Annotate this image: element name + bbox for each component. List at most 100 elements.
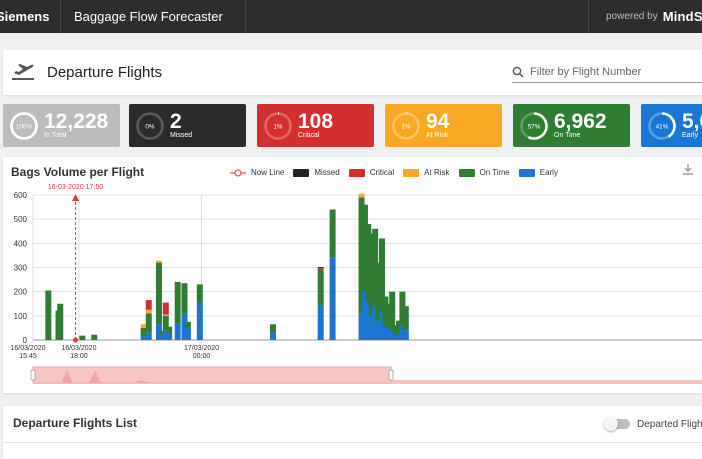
kpi-tile-in-total[interactable]: 100% 12,228 In Total: [3, 104, 120, 147]
kpi-tile-on-time[interactable]: 57% 6,962 On Time: [513, 104, 630, 147]
bar-segment-on-time[interactable]: [166, 326, 173, 334]
now-line-marker: [73, 337, 79, 343]
bar-segment-on-time[interactable]: [378, 238, 385, 312]
kpi-tile-missed[interactable]: 0% 2 Missed: [129, 104, 246, 147]
bar-segment-on-time[interactable]: [365, 224, 372, 302]
bar-segment-on-time[interactable]: [382, 296, 389, 326]
departed-flights-toggle[interactable]: [604, 417, 630, 431]
bar-segment-early[interactable]: [196, 302, 203, 340]
bar-segment-early[interactable]: [174, 323, 181, 340]
bar-segment-early[interactable]: [159, 335, 166, 340]
kpi-tile-early[interactable]: 41% 5,0Early: [641, 104, 702, 147]
legend-item-missed[interactable]: Missed: [293, 168, 340, 177]
bar-segment-on-time[interactable]: [402, 306, 409, 331]
bar-segment-on-time[interactable]: [361, 204, 368, 292]
bar-segment-on-time[interactable]: [196, 284, 203, 303]
bar-segment-on-time[interactable]: [181, 283, 188, 314]
bar-segment-early[interactable]: [382, 325, 389, 341]
bar-segment-early[interactable]: [385, 327, 392, 340]
kpi-label: Early: [682, 131, 698, 139]
bar-segment-early[interactable]: [372, 306, 379, 340]
bar-segment-early[interactable]: [395, 335, 402, 340]
bar-segment-early[interactable]: [399, 325, 406, 341]
bar-segment-early[interactable]: [368, 315, 375, 340]
bar-segment-critical[interactable]: [317, 267, 324, 269]
bar-segment-early[interactable]: [270, 332, 277, 340]
legend-label: On Time: [479, 168, 510, 177]
bar-segment-on-time[interactable]: [45, 290, 52, 340]
bar-segment-on-time[interactable]: [389, 291, 396, 331]
bar-segment-early[interactable]: [378, 311, 385, 340]
bar-segment-at-risk[interactable]: [145, 309, 152, 314]
bar-segment-on-time[interactable]: [91, 334, 98, 340]
toggle-knob[interactable]: [604, 417, 618, 431]
page-title: Departure Flights: [47, 64, 163, 81]
bar-segment-on-time[interactable]: [145, 313, 152, 333]
bar-segment-critical[interactable]: [162, 302, 169, 315]
bar-segment-early[interactable]: [162, 330, 169, 340]
bar-segment-on-time[interactable]: [358, 197, 365, 314]
bar-segment-early[interactable]: [389, 330, 396, 340]
bar-segment-early[interactable]: [402, 330, 409, 340]
bar-segment-critical[interactable]: [145, 300, 152, 310]
bags-volume-chart-card: 0 100 200 300 400 500 600 16/03/2020 15:45 16/03/…: [3, 157, 702, 393]
bar-segment-on-time[interactable]: [155, 262, 162, 325]
bar-segment-early[interactable]: [361, 291, 368, 340]
legend-item-at-risk[interactable]: At Risk: [403, 168, 450, 177]
bar-segment-on-time[interactable]: [140, 327, 147, 337]
bar-segment-early[interactable]: [145, 332, 152, 340]
bar-segment-early[interactable]: [358, 313, 365, 340]
bar-segment-early[interactable]: [365, 301, 372, 340]
bar-segment-on-time[interactable]: [329, 209, 336, 258]
timeline-navigator[interactable]: [30, 366, 702, 384]
bar-segment-at-risk[interactable]: [140, 324, 147, 328]
bar-segment-early[interactable]: [181, 313, 188, 340]
bar-segment-at-risk[interactable]: [155, 260, 162, 263]
download-icon[interactable]: [682, 163, 694, 175]
bar-segment-early[interactable]: [329, 257, 336, 340]
bar-segment-at-risk[interactable]: [162, 314, 169, 316]
brand-logo[interactable]: Siemens: [0, 0, 61, 33]
bar-segment-on-time[interactable]: [184, 321, 191, 328]
now-line-legend-icon: [230, 169, 246, 176]
kpi-tile-critical[interactable]: 1% 108 Critical: [257, 104, 374, 147]
bar-segment-on-time[interactable]: [159, 330, 166, 336]
bar-segment-early[interactable]: [392, 332, 399, 340]
bar-segment-on-time[interactable]: [162, 315, 169, 331]
bar-segment-on-time[interactable]: [395, 320, 402, 336]
legend-item-on-time[interactable]: On Time: [458, 168, 510, 177]
bar-segment-on-time[interactable]: [399, 291, 406, 326]
bar-segment-early[interactable]: [155, 324, 162, 340]
bags-volume-chart[interactable]: 010020030040050060016/03/202015:4516/03/…: [3, 157, 702, 393]
navigator-handle[interactable]: [388, 369, 394, 381]
bar-segment-on-time[interactable]: [392, 325, 399, 333]
bar-segment-on-time[interactable]: [372, 228, 379, 307]
navigator-selection[interactable]: [32, 366, 392, 384]
bar-segment-missed[interactable]: [317, 267, 324, 268]
legend-item-early[interactable]: Early: [518, 168, 558, 177]
bar-segment-on-time[interactable]: [174, 282, 181, 324]
bar-segment-early[interactable]: [140, 336, 147, 340]
bar-segment-early[interactable]: [317, 304, 324, 340]
x-tick-label: 15:45: [19, 353, 37, 360]
flight-search-input[interactable]: [530, 65, 700, 78]
flight-filter[interactable]: [512, 61, 702, 83]
bar-segment-on-time[interactable]: [375, 262, 382, 321]
navigator-handle[interactable]: [30, 369, 36, 381]
legend-item-now-line[interactable]: Now Line: [230, 168, 284, 177]
bar-segment-early[interactable]: [184, 327, 191, 340]
bar-segment-on-time[interactable]: [270, 324, 277, 333]
bar-segment-on-time[interactable]: [317, 268, 324, 305]
bar-segment-on-time[interactable]: [57, 303, 64, 340]
legend-item-critical[interactable]: Critical: [348, 168, 394, 177]
bar-segment-early[interactable]: [375, 320, 382, 340]
app-title[interactable]: Baggage Flow Forecaster: [61, 0, 246, 33]
legend-label: Now Line: [251, 168, 285, 177]
bar-segment-on-time[interactable]: [79, 335, 86, 340]
bar-segment-early[interactable]: [166, 333, 173, 340]
bar-segment-on-time[interactable]: [368, 233, 375, 316]
bar-segment-at-risk[interactable]: [358, 193, 365, 198]
kpi-tile-at-risk[interactable]: 1% 94 At Risk: [385, 104, 502, 147]
departure-flights-list-card: Departure Flights List Departed Flights: [3, 406, 702, 459]
bar-segment-on-time[interactable]: [385, 303, 392, 328]
